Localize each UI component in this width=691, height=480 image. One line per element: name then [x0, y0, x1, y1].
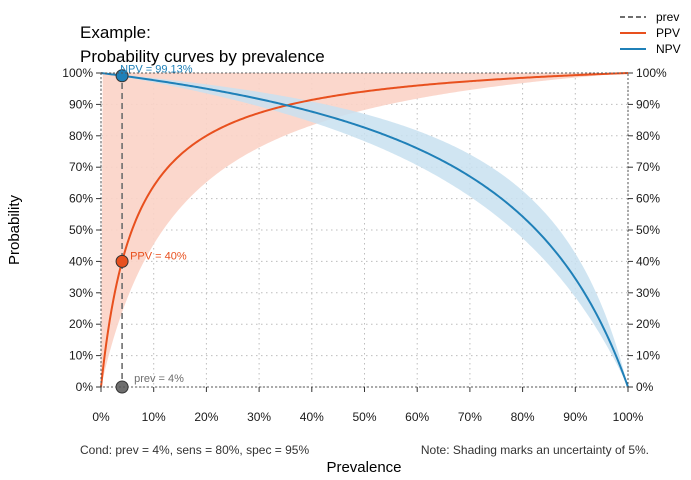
uncertainty-note: Note: Shading marks an uncertainty of 5%… — [421, 443, 649, 457]
y-tick-label-right: 40% — [636, 254, 660, 268]
x-tick-label: 40% — [300, 410, 324, 424]
x-tick-label: 100% — [613, 410, 644, 424]
x-tick-label: 10% — [142, 410, 166, 424]
y-tick-label-right: 60% — [636, 192, 660, 206]
x-tick-label: 0% — [92, 410, 110, 424]
highlight-points: NPV = 99.13% PPV = 40% prev = 4% — [115, 64, 193, 394]
y-tick-label-right: 0% — [636, 380, 654, 394]
x-tick-label: 50% — [352, 410, 376, 424]
y-tick-label-right: 30% — [636, 286, 660, 300]
x-axis-title: Prevalence — [326, 459, 401, 476]
x-tick-label: 30% — [247, 410, 271, 424]
legend: prev PPV NPV — [620, 10, 681, 56]
y-tick-label-right: 80% — [636, 129, 660, 143]
y-tick-label-right: 100% — [636, 66, 667, 80]
uncertainty-bands — [101, 73, 628, 387]
legend-label-prev: prev — [656, 10, 679, 24]
y-tick-label-left: 70% — [69, 160, 93, 174]
x-tick-label: 90% — [563, 410, 587, 424]
ppv-band — [101, 73, 628, 387]
y-tick-label-right: 10% — [636, 349, 660, 363]
y-tick-label-left: 20% — [69, 317, 93, 331]
ppv-point-label: PPV = 40% — [130, 250, 187, 262]
conditions-note: Cond: prev = 4%, sens = 80%, spec = 95% — [80, 443, 309, 457]
chart-title-line1: Example: — [80, 23, 151, 42]
y-tick-label-right: 20% — [636, 317, 660, 331]
prev-point — [115, 380, 129, 394]
y-tick-label-left: 30% — [69, 286, 93, 300]
y-axis-title: Probability — [6, 194, 23, 265]
x-tick-label: 80% — [511, 410, 535, 424]
y-tick-label-right: 70% — [636, 160, 660, 174]
y-tick-label-left: 60% — [69, 192, 93, 206]
legend-label-npv: NPV — [656, 42, 681, 56]
y-tick-label-left: 0% — [76, 380, 94, 394]
y-tick-label-left: 50% — [69, 223, 93, 237]
x-tick-label: 20% — [194, 410, 218, 424]
legend-label-ppv: PPV — [656, 26, 680, 40]
npv-point-label: NPV = 99.13% — [120, 64, 193, 76]
y-tick-label-left: 90% — [69, 97, 93, 111]
y-tick-label-left: 40% — [69, 254, 93, 268]
chart-title-line2: Probability curves by prevalence — [80, 47, 325, 66]
y-tick-label-right: 90% — [636, 97, 660, 111]
npv-line — [100, 72, 629, 388]
ppv-point — [115, 254, 129, 268]
x-tick-label: 70% — [458, 410, 482, 424]
series-lines — [100, 72, 629, 388]
npv-band — [101, 73, 628, 387]
y-tick-label-left: 80% — [69, 129, 93, 143]
axes: 0% 0% 10% 10% 20% 20% 30% 30% 40% 40% 50% 50% 60% 60%… — [62, 66, 667, 424]
y-tick-label-left: 100% — [62, 66, 93, 80]
y-tick-label-right: 50% — [636, 223, 660, 237]
x-tick-label: 60% — [405, 410, 429, 424]
y-tick-label-left: 10% — [69, 349, 93, 363]
prev-point-label: prev = 4% — [134, 373, 184, 385]
ppv-line — [100, 72, 629, 388]
